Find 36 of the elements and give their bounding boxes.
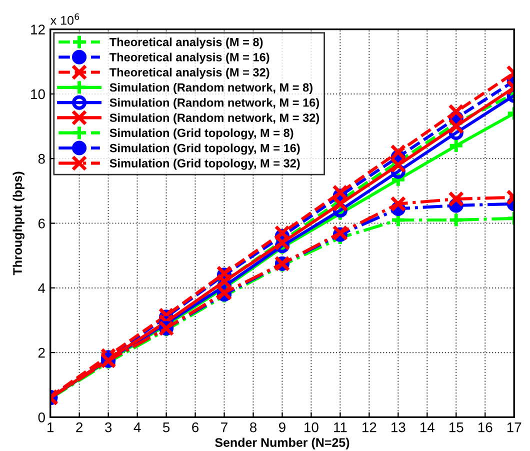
- y-tick-label: 12: [31, 24, 45, 34]
- x-tick-label: 10: [304, 422, 318, 432]
- x-tick-label: 13: [392, 422, 406, 432]
- y-tick-label: 10: [31, 89, 45, 100]
- x-tick-label: 2: [76, 422, 82, 432]
- y-tick-label: 2: [38, 348, 45, 358]
- x-tick-label: 4: [134, 422, 141, 432]
- x-tick-label: 17: [507, 422, 522, 432]
- x-tick-label: 15: [449, 422, 464, 432]
- x-tick-label: 6: [192, 422, 199, 432]
- legend-label: Simulation (Grid topology, M = 32): [110, 158, 300, 170]
- legend-label: Simulation (Grid topology, M = 8): [110, 128, 294, 140]
- x-tick-label: 3: [104, 422, 112, 432]
- x-tick-label: 12: [362, 422, 376, 432]
- x-tick-label: 9: [279, 422, 286, 432]
- legend-label: Simulation (Random network, M = 16): [110, 98, 320, 110]
- legend-label: Theoretical analysis (M = 8): [110, 38, 263, 49]
- x-tick-label: 16: [478, 422, 492, 432]
- x-tick-label: 14: [420, 422, 434, 432]
- legend-label: Theoretical analysis (M = 16): [110, 52, 270, 64]
- x-tick-label: 8: [250, 422, 256, 432]
- y-tick-label: 8: [38, 154, 45, 164]
- text: x 10$^{6}$: [50, 13, 80, 25]
- x-tick-label: 5: [162, 422, 170, 432]
- y-tick-label: 6: [38, 218, 45, 228]
- y-axis-title: Throughput (bps): [12, 172, 24, 276]
- legend-label: Simulation (Random network, M = 8): [110, 82, 312, 94]
- legend-label: Theoretical analysis (M = 32): [110, 68, 270, 79]
- x-tick-label: 11: [334, 422, 347, 432]
- legend-label: Simulation (Grid topology, M = 16): [110, 144, 300, 155]
- x-tick-label: 7: [221, 422, 228, 432]
- x-tick-label: 1: [48, 422, 54, 432]
- y-tick-label: 0: [38, 412, 45, 422]
- y-tick-label: 4: [38, 283, 46, 293]
- legend-label: Simulation (Random network, M = 32): [110, 113, 320, 124]
- x-axis-title: Sender Number (N=25): [215, 438, 350, 450]
